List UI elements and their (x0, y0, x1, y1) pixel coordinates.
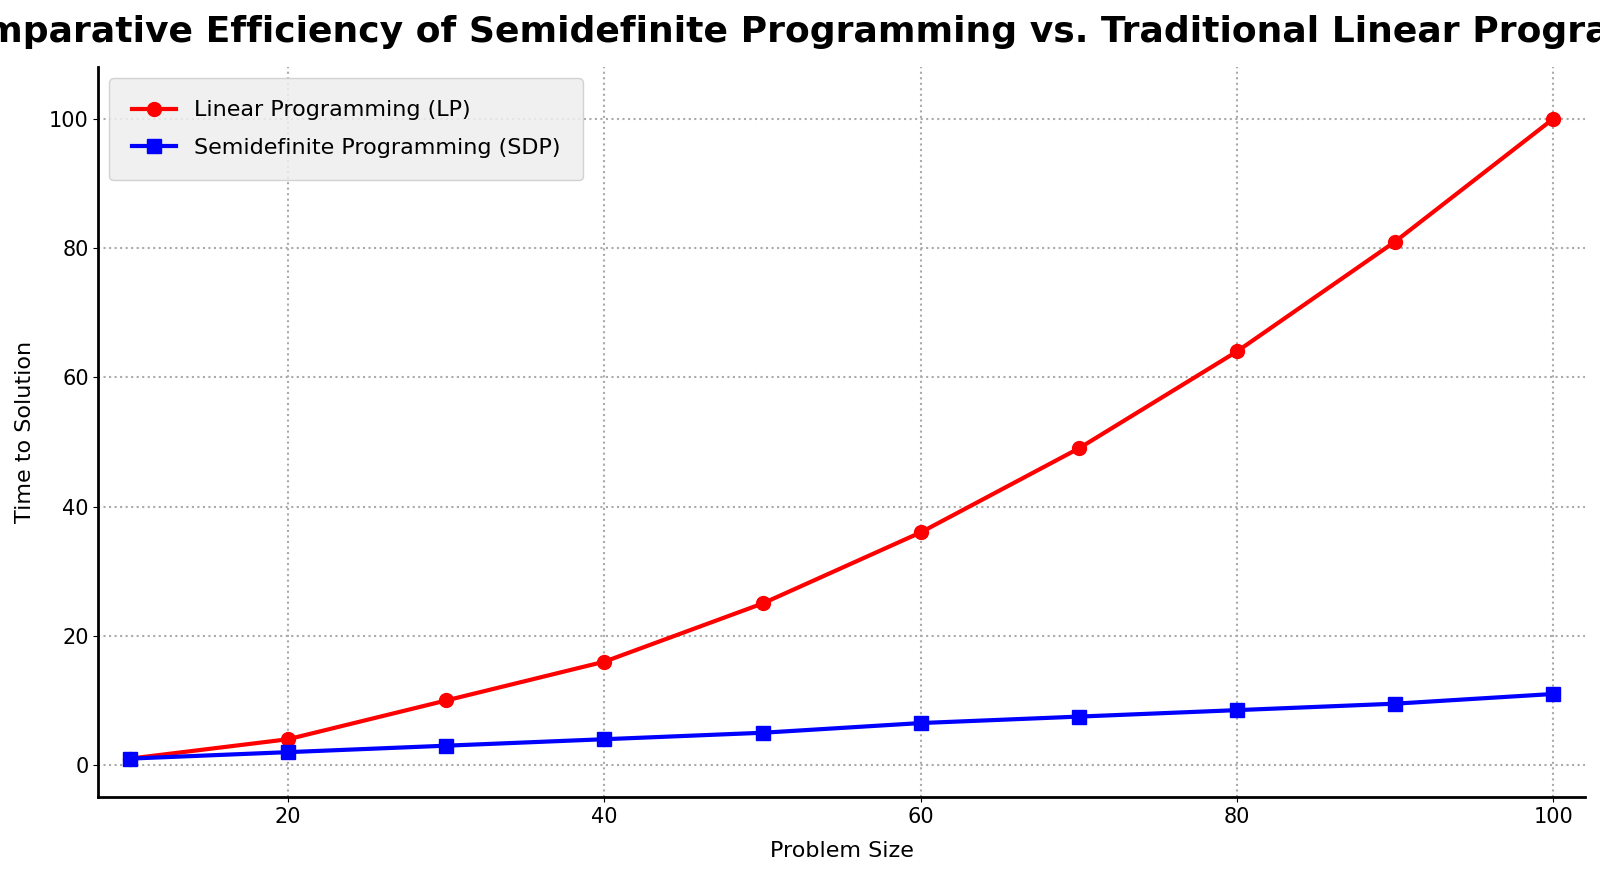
Legend: Linear Programming (LP), Semidefinite Programming (SDP): Linear Programming (LP), Semidefinite Pr… (109, 78, 582, 180)
Linear Programming (LP) (437, 696, 456, 706)
Linear Programming (LP) (120, 753, 139, 764)
Line: Semidefinite Programming (SDP): Semidefinite Programming (SDP) (123, 687, 1560, 766)
Linear Programming (LP) (754, 598, 773, 609)
Y-axis label: Time to Solution: Time to Solution (14, 341, 35, 523)
Linear Programming (LP) (595, 656, 614, 667)
Linear Programming (LP) (1227, 346, 1246, 357)
Linear Programming (LP) (910, 527, 930, 538)
Semidefinite Programming (SDP) (278, 747, 298, 758)
Semidefinite Programming (SDP) (754, 727, 773, 738)
Semidefinite Programming (SDP) (437, 740, 456, 751)
Semidefinite Programming (SDP) (1544, 689, 1563, 699)
Semidefinite Programming (SDP) (910, 717, 930, 728)
Linear Programming (LP) (278, 734, 298, 745)
Linear Programming (LP) (1386, 237, 1405, 247)
X-axis label: Problem Size: Problem Size (770, 841, 914, 861)
Semidefinite Programming (SDP) (595, 734, 614, 745)
Semidefinite Programming (SDP) (1386, 698, 1405, 709)
Linear Programming (LP) (1069, 443, 1088, 454)
Semidefinite Programming (SDP) (1069, 711, 1088, 722)
Semidefinite Programming (SDP) (1227, 705, 1246, 716)
Semidefinite Programming (SDP) (120, 753, 139, 764)
Linear Programming (LP) (1544, 114, 1563, 124)
Title: Comparative Efficiency of Semidefinite Programming vs. Traditional Linear Progra: Comparative Efficiency of Semidefinite P… (0, 15, 1600, 49)
Line: Linear Programming (LP): Linear Programming (LP) (123, 112, 1560, 766)
